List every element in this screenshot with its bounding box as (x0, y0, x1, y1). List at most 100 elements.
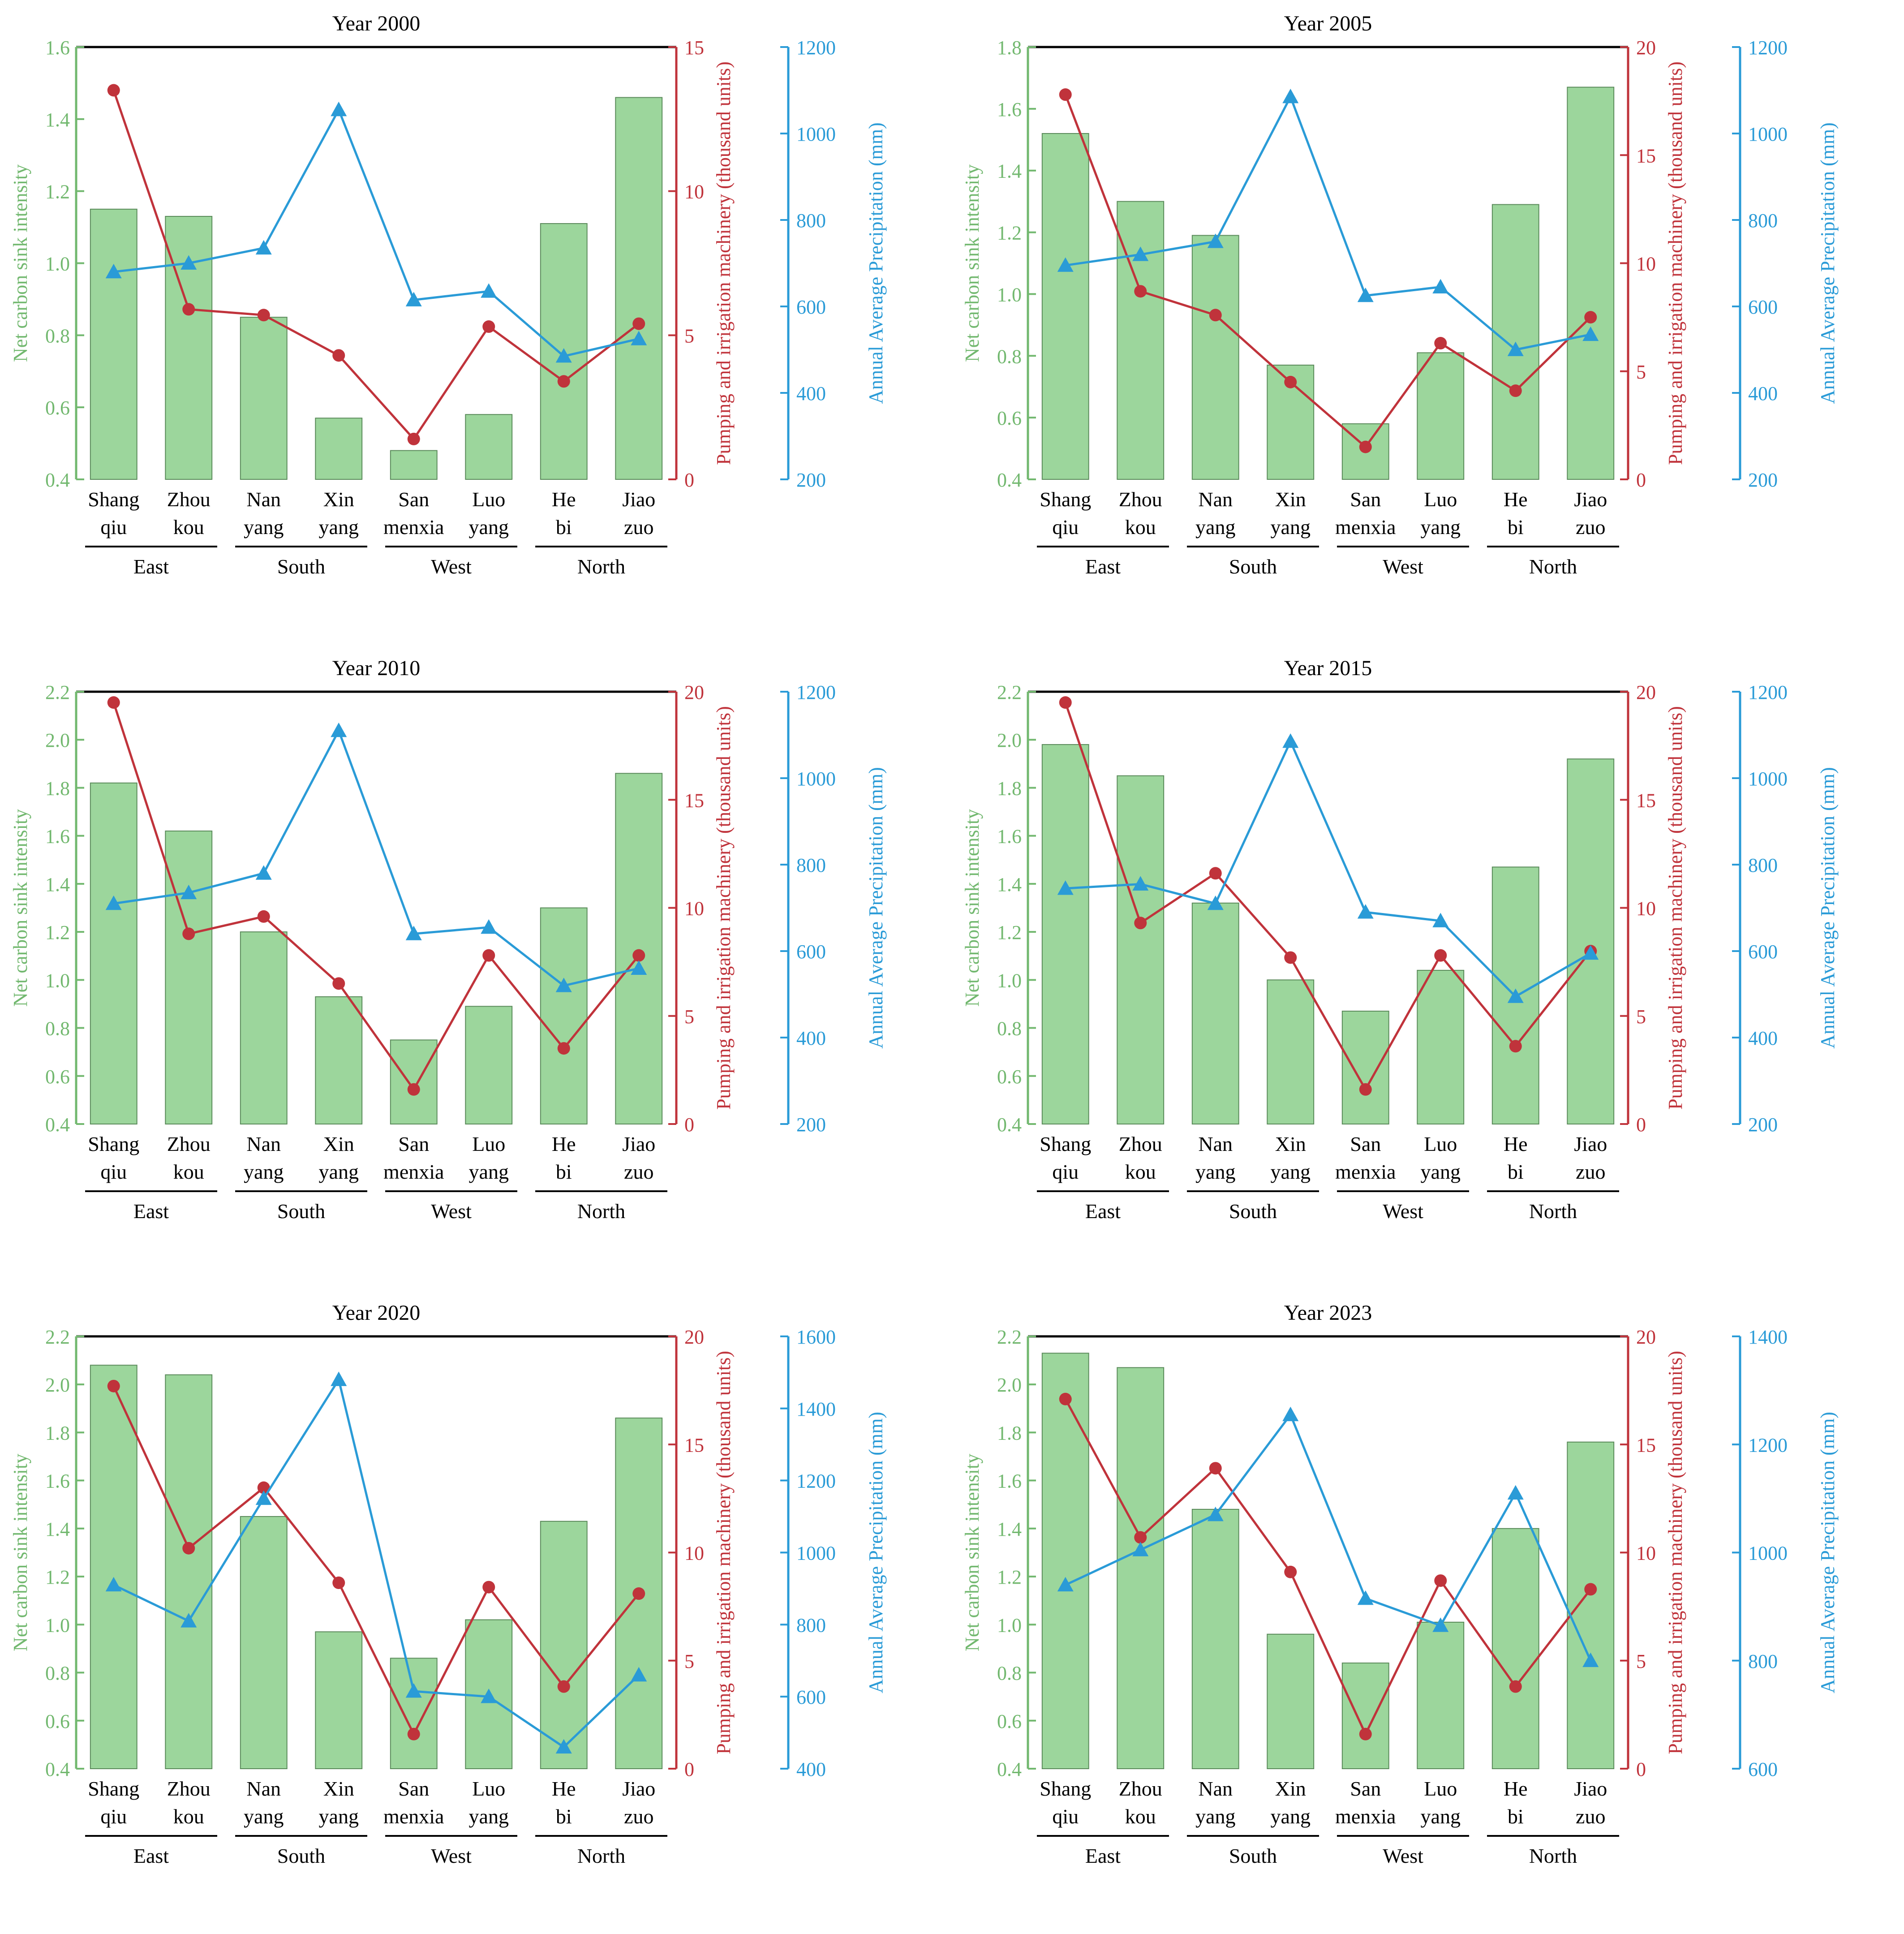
y-right-tick-label: 200 (1748, 469, 1778, 491)
x-category-label-line: He (1504, 1133, 1528, 1155)
point-pumping (1059, 88, 1072, 101)
x-category-label-line: yang (1421, 516, 1461, 538)
point-pumping (1359, 1727, 1372, 1740)
x-category-label: Nan yang (244, 1777, 284, 1828)
y-axis-left-label: Net carbon sink intensity (9, 1454, 31, 1651)
series-line-precip (1065, 94, 1591, 351)
point-precip (481, 283, 497, 298)
y-right-tick-label: 400 (796, 383, 826, 405)
point-precip (1282, 1406, 1299, 1421)
x-category-label: Shang qiu (88, 488, 139, 538)
y-left-tick-label: 1.6 (45, 37, 70, 59)
y-left-tick-label: 2.0 (997, 729, 1022, 751)
x-category-label: Shang qiu (1040, 488, 1091, 538)
bar-carbon-sink (90, 208, 138, 480)
y-right-tick-label: 600 (796, 941, 826, 963)
group-label: South (1229, 1200, 1277, 1223)
x-category-label-line: qiu (1052, 516, 1079, 538)
x-category-label-line: qiu (100, 516, 127, 538)
x-category-label: Luo yang (469, 1777, 509, 1828)
point-pumping (107, 1379, 120, 1392)
point-precip (631, 960, 647, 975)
point-precip (1432, 913, 1449, 927)
y-left-tick-label: 1.0 (45, 969, 70, 991)
y-left-tick-label: 1.2 (997, 222, 1022, 244)
y-right-tick-label: 200 (1748, 1114, 1778, 1136)
bar-carbon-sink (165, 1374, 213, 1769)
y-mid-tick-label: 0 (684, 1114, 694, 1136)
point-pumping (182, 1542, 195, 1555)
point-pumping (407, 432, 420, 445)
y-left-tick-label: 1.4 (45, 109, 70, 131)
x-category-label-line: Xin (1275, 1777, 1306, 1800)
x-category-label: Nan yang (1195, 488, 1235, 538)
y-right-tick-label: 1000 (1748, 123, 1788, 145)
point-precip (481, 1688, 497, 1703)
x-category-label-line: He (1504, 488, 1528, 511)
point-pumping (482, 320, 495, 333)
chart-title: Year 2023 (1284, 1301, 1372, 1325)
x-category-label-line: Jiao (1574, 1133, 1607, 1155)
bar-carbon-sink (90, 1365, 138, 1770)
y-left-tick-label: 1.0 (997, 284, 1022, 306)
x-category-label: He bi (1504, 1777, 1528, 1828)
y-left-tick-label: 1.6 (45, 1470, 70, 1492)
y-left-tick-label: 1.2 (997, 1566, 1022, 1588)
y-mid-tick-label: 20 (1636, 681, 1656, 703)
x-category-label-line: zuo (624, 1160, 653, 1183)
y-right-tick-label: 400 (1748, 383, 1778, 405)
x-category-label-line: Xin (1275, 1133, 1306, 1155)
x-category-label: Zhou kou (167, 488, 211, 538)
bar-carbon-sink (240, 1516, 288, 1770)
chart-title: Year 2020 (332, 1301, 420, 1325)
point-precip (1507, 988, 1524, 1003)
x-category-label: He bi (1504, 1133, 1528, 1183)
y-left-tick-label: 0.8 (45, 1018, 70, 1040)
point-pumping (332, 1576, 345, 1589)
x-category-label-line: kou (173, 516, 204, 538)
x-category-label-line: menxia (1335, 1805, 1396, 1828)
y-left-tick-label: 1.6 (997, 826, 1022, 848)
y-left-tick-label: 0.8 (997, 1663, 1022, 1684)
x-category-label: San menxia (383, 1133, 444, 1183)
y-right-tick-label: 200 (796, 1114, 826, 1136)
bar-carbon-sink (1491, 1528, 1539, 1769)
y-left-tick-label: 0.6 (997, 1066, 1022, 1088)
point-pumping (557, 375, 570, 388)
group-label: North (1529, 1200, 1577, 1223)
x-category-label: Zhou kou (167, 1133, 211, 1183)
x-category-label: San menxia (1335, 1133, 1396, 1183)
y-left-tick-label: 0.8 (997, 345, 1022, 367)
y-left-tick-label: 1.0 (45, 253, 70, 275)
x-category-label-line: zuo (624, 1805, 653, 1828)
x-category-label-line: Shang (88, 488, 139, 511)
point-pumping (257, 910, 270, 923)
y-right-tick-label: 1400 (1748, 1326, 1788, 1348)
y-left-tick-label: 1.2 (45, 1566, 70, 1588)
y-mid-tick-label: 0 (684, 469, 694, 491)
point-pumping (257, 1481, 270, 1494)
y-right-tick-label: 800 (1748, 854, 1778, 876)
x-category-label-line: bi (1508, 1805, 1524, 1828)
x-category-label: Luo yang (469, 488, 509, 538)
y-left-tick-label: 0.4 (997, 469, 1022, 491)
group-label: South (277, 1844, 325, 1867)
y-left-tick-label: 1.4 (997, 874, 1022, 896)
x-category-label: San menxia (1335, 488, 1396, 538)
x-category-label-line: zuo (624, 516, 653, 538)
bar-carbon-sink (1267, 979, 1315, 1124)
point-pumping (557, 1680, 570, 1693)
y-mid-tick-label: 0 (1636, 1114, 1646, 1136)
point-precip (1207, 1507, 1224, 1521)
y-right-tick-label: 600 (796, 296, 826, 318)
x-category-label: Jiao zuo (1574, 1777, 1607, 1828)
point-pumping (407, 1083, 420, 1096)
y-axis-right-label: Annual Average Precipitation (mm) (1817, 1412, 1839, 1693)
x-category-label-line: Zhou (1119, 1133, 1162, 1155)
point-precip (1357, 904, 1374, 919)
y-axis-left-label: Net carbon sink intensity (9, 164, 31, 362)
y-left-tick-label: 0.6 (45, 1066, 70, 1088)
x-category-label-line: Luo (472, 1133, 505, 1155)
y-left-tick-label: 2.2 (997, 1326, 1022, 1348)
bar-carbon-sink (1191, 902, 1239, 1124)
